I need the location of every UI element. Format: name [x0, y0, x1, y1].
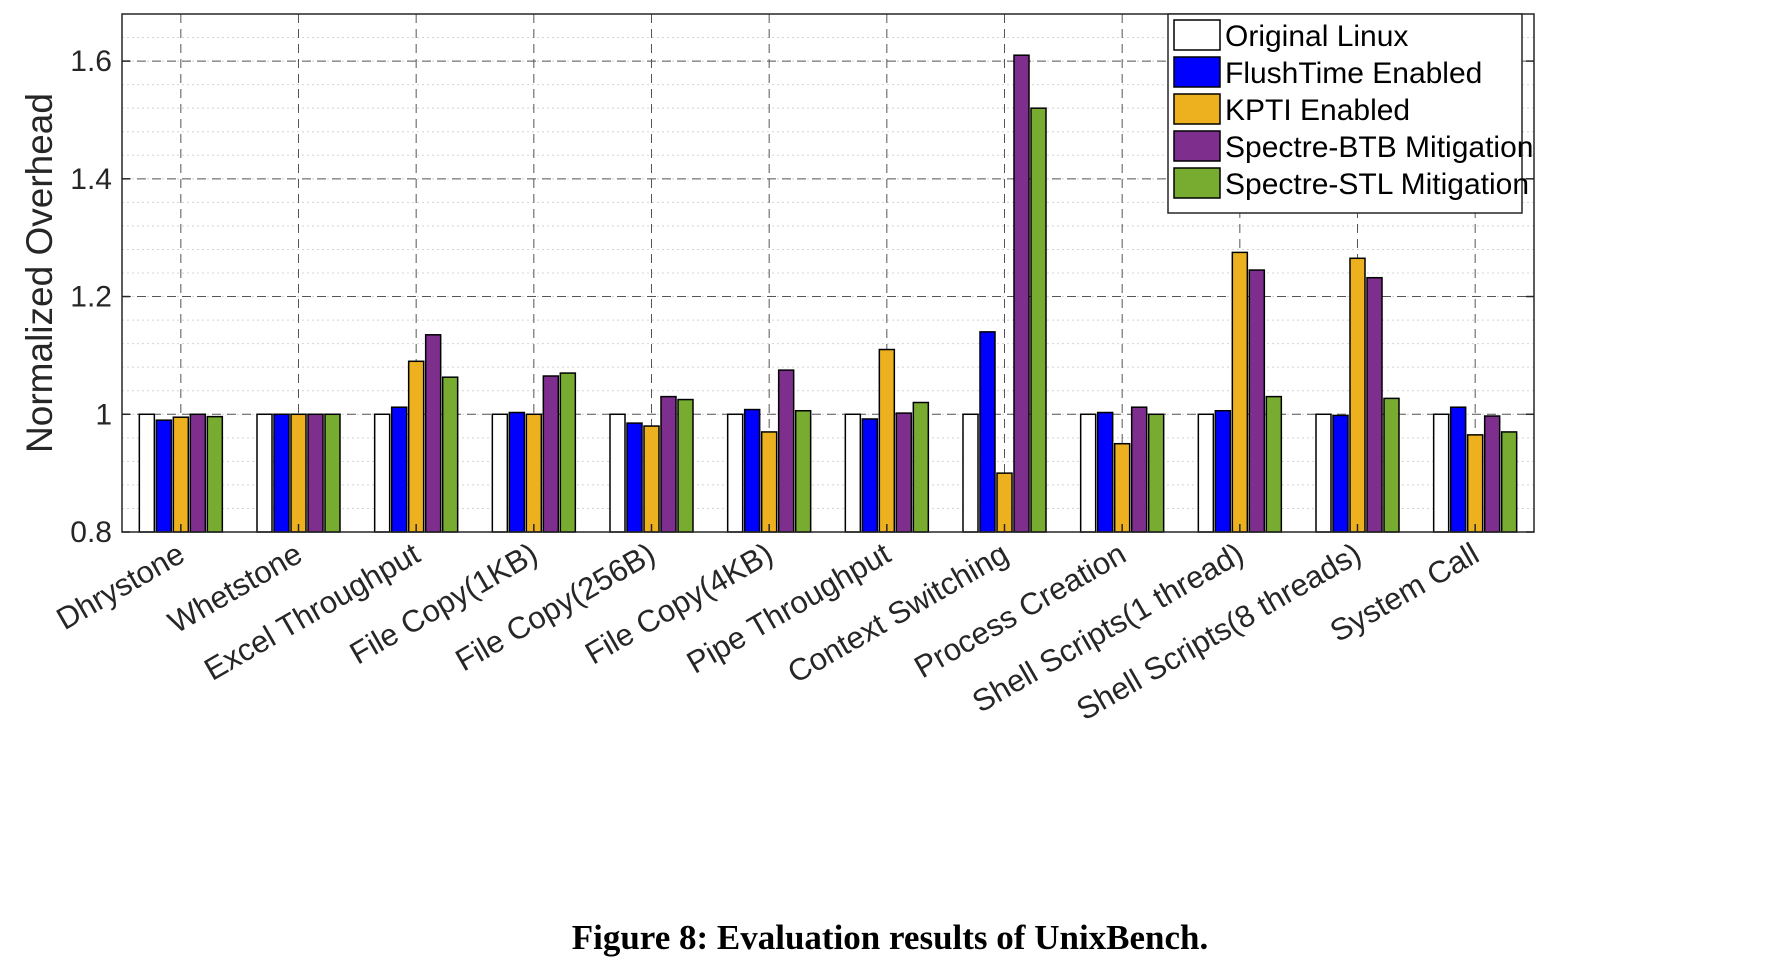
bar — [172, 416, 190, 533]
bar — [1466, 434, 1484, 533]
bar — [1383, 397, 1400, 533]
bar — [508, 411, 526, 533]
y-tick-label: 1.4 — [70, 163, 112, 196]
bar — [979, 331, 996, 533]
legend-swatch — [1173, 167, 1221, 199]
bar — [1449, 406, 1467, 533]
bar — [559, 372, 577, 533]
bar — [962, 413, 979, 533]
bar — [609, 413, 626, 533]
x-tick-label: File Copy(256B) — [450, 536, 661, 678]
bar — [1130, 406, 1148, 533]
bar — [1315, 413, 1332, 533]
bar — [1113, 442, 1131, 533]
bar — [895, 412, 913, 533]
bar — [290, 413, 307, 533]
legend-swatch — [1173, 19, 1221, 51]
plot-frame — [121, 13, 1535, 533]
bar — [794, 409, 812, 533]
bar — [1500, 431, 1518, 533]
legend-swatch — [1173, 56, 1221, 88]
bar — [878, 348, 896, 533]
y-axis-ticks: 0.8 1 1.2 1.4 1.6 — [70, 45, 1534, 549]
bar — [996, 472, 1013, 533]
bar — [777, 369, 795, 533]
bar — [626, 422, 643, 533]
bar — [407, 360, 425, 533]
bar — [155, 419, 173, 533]
legend-swatch — [1173, 130, 1221, 162]
bar — [1197, 413, 1215, 533]
bar — [726, 413, 744, 533]
bar — [1096, 411, 1114, 533]
figure-caption: Figure 8: Evaluation results of UnixBenc… — [571, 918, 1209, 957]
bar — [424, 334, 442, 533]
bar — [324, 413, 341, 533]
bar — [138, 413, 156, 533]
bar — [491, 413, 509, 533]
bar — [1332, 414, 1349, 533]
bar — [1231, 251, 1249, 533]
x-tick-label: Excel Throughput — [198, 536, 426, 688]
y-tick-label: 0.8 — [70, 516, 112, 549]
bar — [844, 413, 862, 533]
bar — [206, 415, 224, 533]
bar — [760, 431, 778, 533]
legend-entry: Spectre-STL Mitigation — [1225, 168, 1529, 201]
bar — [660, 395, 677, 533]
bar — [441, 376, 459, 533]
bar — [643, 425, 660, 533]
legend-entry: FlushTime Enabled — [1225, 57, 1482, 90]
bar — [677, 398, 694, 533]
bar — [1366, 276, 1383, 533]
bar — [1265, 395, 1283, 533]
y-tick-label: 1.6 — [70, 45, 112, 78]
legend-entry: KPTI Enabled — [1225, 94, 1410, 127]
bars — [138, 54, 1518, 533]
bar — [525, 413, 543, 533]
bar — [1079, 413, 1097, 533]
bar — [189, 413, 207, 533]
bar — [1483, 415, 1501, 533]
y-tick-label: 1 — [95, 398, 112, 431]
bar — [307, 413, 324, 533]
bar — [743, 408, 761, 533]
bar — [1214, 409, 1232, 533]
bar — [390, 406, 408, 533]
bar — [373, 413, 391, 533]
y-axis-title: Normalized Overhead — [19, 93, 60, 453]
bar — [542, 375, 560, 533]
bar — [861, 418, 879, 533]
y-tick-label: 1.2 — [70, 281, 112, 314]
bar — [1030, 107, 1047, 533]
bar — [273, 413, 290, 533]
bar — [1147, 413, 1165, 533]
bar — [256, 413, 273, 533]
bar — [1013, 54, 1030, 533]
legend-entry: Spectre-BTB Mitigation — [1225, 131, 1533, 164]
bar — [1349, 257, 1366, 533]
legend: Original Linux FlushTime Enabled KPTI Enab… — [1167, 13, 1533, 214]
bar — [912, 401, 930, 533]
bar — [1432, 413, 1450, 533]
legend-box — [1167, 13, 1523, 214]
bar — [1248, 269, 1266, 533]
legend-swatch — [1173, 93, 1221, 125]
legend-entry: Original Linux — [1225, 20, 1408, 53]
